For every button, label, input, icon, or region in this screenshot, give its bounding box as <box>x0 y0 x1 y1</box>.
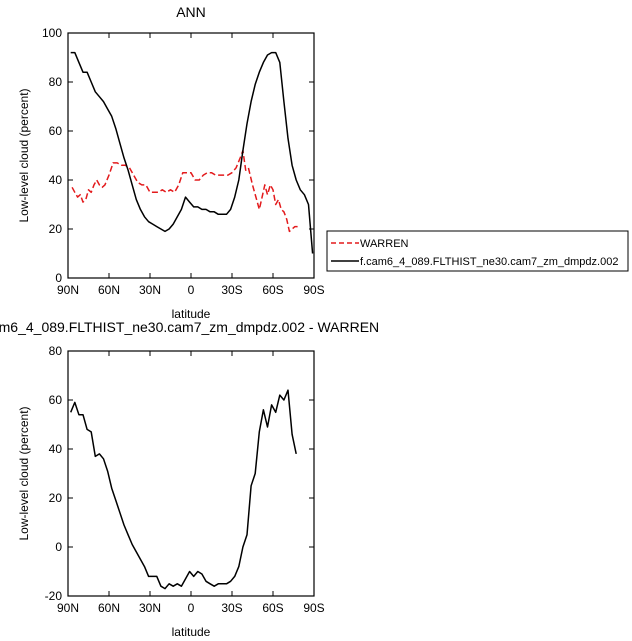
chart-1-y-tick-label: 80 <box>49 75 63 89</box>
chart-2-x-tick-label: 60N <box>98 601 120 615</box>
legend-label-warren: WARREN <box>360 238 409 250</box>
chart-1-y-tick-label: 100 <box>42 26 62 40</box>
chart-1-marks <box>70 51 314 254</box>
chart-1-y-tick-label: 60 <box>49 124 63 138</box>
chart-1-x-axis-label: latitude <box>172 307 211 321</box>
chart-panel-2: am6_4_089.FLTHIST_ne30.cam7_zm_dmpdz.002… <box>0 319 379 639</box>
chart-1-x-tick-label: 60S <box>262 283 283 297</box>
chart-2-y-tick-label: 0 <box>55 540 62 554</box>
chart-2-plot-frame <box>67 350 315 597</box>
chart-1-title: ANN <box>176 4 206 20</box>
chart-panel-1: ANN 90N 60N 30N 0 30S 60S 90S 0 20 40 60 80 100 lati… <box>17 4 629 321</box>
chart-2-x-tick-label: 60S <box>262 601 283 615</box>
chart-2-series-1-line <box>70 389 297 590</box>
chart-1-legend: WARREN f.cam6_4_089.FLTHIST_ne30.cam7_zm… <box>326 230 629 272</box>
chart-2-y-axis-label: Low-level cloud (percent) <box>17 406 31 540</box>
chart-1-y-tick-label: 20 <box>49 222 63 236</box>
chart-1-series-2-line <box>70 51 314 254</box>
chart-2-x-tick-label: 0 <box>188 601 195 615</box>
chart-1-x-tick-label: 60N <box>98 283 120 297</box>
chart-1-axes: 90N 60N 30N 0 30S 60S 90S 0 20 40 60 80 100 <box>42 26 325 297</box>
chart-2-y-tick-label: 20 <box>49 491 63 505</box>
chart-1-x-tick-label: 90N <box>57 283 79 297</box>
chart-1-x-tick-label: 0 <box>188 283 195 297</box>
chart-1-y-tick-label: 40 <box>49 173 63 187</box>
chart-2-x-axis-label: latitude <box>172 625 211 639</box>
chart-2-x-tick-label: 30N <box>139 601 161 615</box>
chart-2-y-tick-label: 60 <box>49 393 63 407</box>
chart-1-x-tick-label: 30S <box>221 283 242 297</box>
chart-2-y-tick-label: -20 <box>45 589 63 603</box>
chart-1-y-tick-label: 0 <box>55 271 62 285</box>
chart-1-x-tick-label: 90S <box>303 283 324 297</box>
legend-label-model: f.cam6_4_089.FLTHIST_ne30.cam7_zm_dmpdz.… <box>360 256 618 268</box>
chart-2-x-tick-label: 90N <box>57 601 79 615</box>
chart-1-y-axis-label: Low-level cloud (percent) <box>17 88 31 222</box>
chart-2-x-tick-label: 90S <box>303 601 324 615</box>
chart-2-y-tick-label: 40 <box>49 442 63 456</box>
chart-1-series-1-line <box>71 149 298 233</box>
chart-2-title: am6_4_089.FLTHIST_ne30.cam7_zm_dmpdz.002… <box>0 319 379 335</box>
chart-2-y-tick-label: 80 <box>49 344 63 358</box>
legend-box <box>326 230 629 272</box>
chart-2-x-tick-label: 30S <box>221 601 242 615</box>
chart-1-x-tick-label: 30N <box>139 283 161 297</box>
chart-2-marks <box>70 389 297 590</box>
chart-1-plot-frame <box>67 32 315 279</box>
chart-2-axes: 90N 60N 30N 0 30S 60S 90S -20 0 20 40 60 80 <box>45 344 325 615</box>
